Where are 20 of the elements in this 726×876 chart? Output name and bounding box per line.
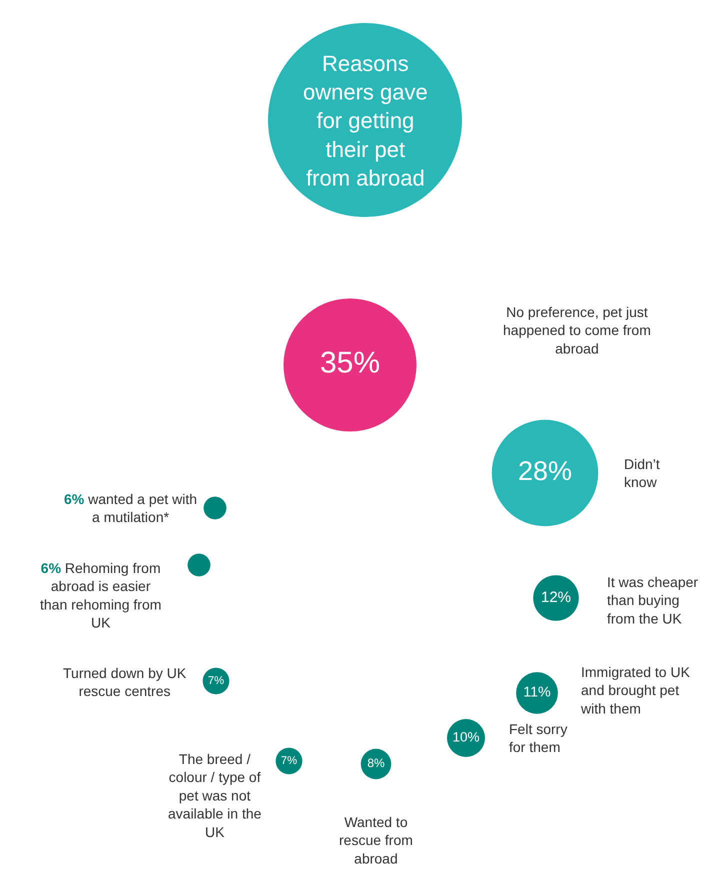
data-label: 7% xyxy=(280,754,298,767)
category-label: It was cheaper than buying from the UK xyxy=(607,574,698,626)
category-label: Turned down by UK rescue centres xyxy=(63,665,187,700)
data-label: 7% xyxy=(208,674,224,687)
data-label: 11% xyxy=(523,684,552,701)
category-label: Wanted to rescue from abroad xyxy=(339,814,413,866)
text: Reasons owners gave for getting their pet from abroad xyxy=(303,51,428,190)
data-label: 8% xyxy=(367,756,385,770)
data-label: 6% xyxy=(40,560,62,576)
category-label: The breed / colour / type of pet was not available in the UK xyxy=(168,751,262,840)
data-label: 10% xyxy=(452,729,480,744)
category-label: Didn’t know xyxy=(624,456,660,490)
category-label: Immigrated to UK and brought pet with them xyxy=(580,664,691,716)
data-label: 28% xyxy=(518,456,572,486)
data-label: 6% xyxy=(64,491,85,507)
data-label: 12% xyxy=(540,588,572,606)
data-label: 35% xyxy=(320,346,380,380)
category-label: Felt sorry for them xyxy=(509,721,568,756)
category-label: wanted a pet with a mutilation* xyxy=(88,491,198,526)
category-label: No preference, pet just happened to come from abroad xyxy=(503,304,651,356)
